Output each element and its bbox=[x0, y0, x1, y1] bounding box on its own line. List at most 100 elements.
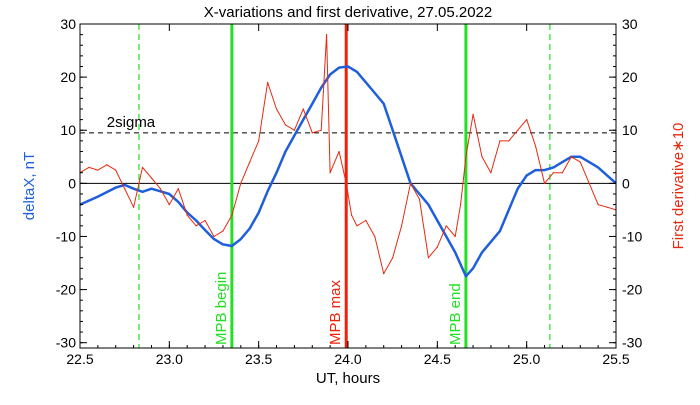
data-point-deltaX bbox=[365, 81, 367, 84]
data-point-derivative bbox=[106, 164, 108, 166]
data-point-derivative bbox=[329, 172, 331, 174]
data-point-deltaX bbox=[293, 134, 295, 137]
chart-title: X-variations and first derivative, 27.05… bbox=[204, 4, 493, 21]
data-point-derivative bbox=[267, 81, 269, 84]
data-point-deltaX bbox=[465, 275, 467, 277]
data-point-derivative bbox=[115, 169, 117, 171]
data-point-derivative bbox=[204, 219, 206, 222]
y-tick-label-left: -30 bbox=[56, 335, 76, 351]
data-point-derivative bbox=[88, 166, 90, 169]
data-point-derivative bbox=[320, 129, 322, 131]
x-axis-label: UT, hours bbox=[316, 370, 380, 387]
data-point-deltaX bbox=[418, 193, 421, 195]
data-point-derivative bbox=[552, 172, 555, 174]
data-point-derivative bbox=[150, 177, 153, 179]
data-point-derivative bbox=[159, 188, 161, 190]
data-point-deltaX bbox=[249, 227, 251, 230]
data-point-deltaX bbox=[159, 190, 161, 192]
data-point-derivative bbox=[356, 225, 358, 227]
data-point-deltaX bbox=[177, 201, 179, 203]
data-point-derivative bbox=[409, 182, 412, 184]
data-point-deltaX bbox=[168, 193, 170, 195]
data-point-derivative bbox=[302, 108, 304, 110]
data-point-deltaX bbox=[445, 235, 447, 238]
data-point-derivative bbox=[517, 129, 519, 131]
data-point-derivative bbox=[561, 172, 564, 174]
data-point-deltaX bbox=[588, 161, 590, 163]
y-tick-label-right: 30 bbox=[622, 16, 638, 32]
y-axis-right-label: First derivative∗10 bbox=[670, 123, 687, 250]
data-point-deltaX bbox=[320, 87, 322, 89]
data-point-derivative bbox=[141, 166, 144, 169]
data-point-derivative bbox=[490, 172, 492, 174]
data-point-deltaX bbox=[597, 166, 599, 169]
data-point-derivative bbox=[345, 182, 347, 184]
y-tick-label-left: -20 bbox=[56, 282, 76, 298]
data-point-derivative bbox=[275, 108, 278, 110]
data-point-deltaX bbox=[267, 190, 269, 192]
data-point-deltaX bbox=[517, 188, 519, 190]
data-point-derivative bbox=[392, 257, 394, 259]
x-tick-label: 23.5 bbox=[245, 351, 272, 367]
sigma-label: 2sigma bbox=[107, 114, 156, 131]
data-point-deltaX bbox=[213, 238, 215, 240]
data-point-deltaX bbox=[347, 65, 349, 68]
data-point-derivative bbox=[401, 225, 403, 227]
data-point-deltaX bbox=[427, 203, 429, 206]
data-point-derivative bbox=[124, 188, 126, 190]
data-point-derivative bbox=[284, 124, 287, 126]
marker-label-mpb-begin: MPB begin bbox=[213, 272, 230, 345]
data-point-deltaX bbox=[535, 169, 537, 171]
data-point-deltaX bbox=[329, 73, 331, 76]
data-point-derivative bbox=[338, 150, 340, 153]
y-tick-label-right: -10 bbox=[622, 228, 642, 244]
x-tick-label: 25.0 bbox=[513, 351, 540, 367]
data-point-deltaX bbox=[338, 66, 340, 69]
data-point-derivative bbox=[97, 169, 99, 171]
data-point-deltaX bbox=[115, 186, 117, 189]
y-axis-left-label: deltaX, nT bbox=[21, 152, 38, 220]
data-point-derivative bbox=[213, 235, 215, 238]
data-point-derivative bbox=[436, 246, 438, 248]
data-point-derivative bbox=[606, 206, 608, 208]
data-point-derivative bbox=[138, 182, 140, 184]
data-point-deltaX bbox=[490, 241, 492, 243]
data-point-derivative bbox=[133, 206, 135, 208]
data-point-derivative bbox=[350, 214, 353, 216]
marker-label-mpb-max: MPB max bbox=[327, 279, 344, 345]
data-point-derivative bbox=[168, 203, 170, 206]
data-point-derivative bbox=[445, 225, 447, 227]
data-point-deltaX bbox=[392, 129, 394, 131]
x-tick-label: 23.0 bbox=[156, 351, 183, 367]
y-tick-label-left: 30 bbox=[60, 16, 76, 32]
data-point-derivative bbox=[570, 156, 572, 158]
y-tick-label-right: 0 bbox=[622, 175, 630, 191]
data-point-derivative bbox=[508, 140, 510, 142]
data-point-derivative bbox=[311, 132, 313, 134]
data-point-derivative bbox=[374, 235, 376, 238]
data-point-deltaX bbox=[606, 174, 608, 176]
data-point-derivative bbox=[579, 161, 581, 163]
data-point-deltaX bbox=[499, 230, 501, 232]
series-line-deltaX bbox=[79, 65, 617, 278]
data-point-deltaX bbox=[579, 156, 581, 158]
series-line-derivative bbox=[79, 34, 617, 275]
data-point-derivative bbox=[597, 203, 599, 206]
data-point-deltaX bbox=[472, 267, 474, 269]
data-point-deltaX bbox=[383, 103, 385, 105]
data-point-deltaX bbox=[508, 209, 510, 211]
data-point-deltaX bbox=[195, 219, 197, 222]
data-point-derivative bbox=[293, 129, 295, 131]
data-point-derivative bbox=[465, 156, 467, 158]
data-point-deltaX bbox=[552, 166, 555, 169]
data-point-derivative bbox=[177, 188, 179, 190]
y-tick-label-right: 10 bbox=[622, 122, 638, 138]
x-tick-label: 24.5 bbox=[424, 351, 451, 367]
data-point-deltaX bbox=[97, 196, 99, 198]
data-point-derivative bbox=[249, 161, 251, 163]
x-tick-label: 22.5 bbox=[66, 351, 93, 367]
data-point-deltaX bbox=[258, 211, 260, 214]
data-point-derivative bbox=[383, 273, 385, 275]
data-point-derivative bbox=[222, 230, 224, 232]
